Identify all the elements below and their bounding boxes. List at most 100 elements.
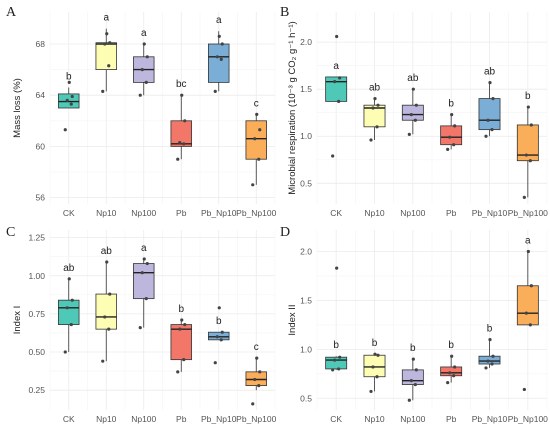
y-tick-label: 60 xyxy=(36,141,46,151)
data-point xyxy=(369,138,373,142)
data-point xyxy=(251,402,255,406)
data-point xyxy=(107,64,111,68)
data-point xyxy=(101,89,105,93)
data-point xyxy=(448,135,452,139)
significance-letter: b xyxy=(448,340,454,351)
box-np100 xyxy=(401,104,424,121)
data-point xyxy=(409,379,413,383)
data-point xyxy=(182,142,186,146)
box-np10 xyxy=(363,354,386,378)
y-tick-label: 68 xyxy=(36,39,46,49)
data-point xyxy=(409,112,413,117)
data-point xyxy=(524,311,528,315)
x-tick-label: Pb xyxy=(446,208,457,218)
y-tick-label: 1.0 xyxy=(300,131,312,141)
x-tick-label: Pb_Np10 xyxy=(472,414,508,424)
data-point xyxy=(144,297,148,301)
significance-letter: ab xyxy=(101,246,113,257)
data-point xyxy=(452,374,456,378)
data-point xyxy=(70,94,74,99)
data-point xyxy=(138,326,142,330)
data-point xyxy=(65,306,69,310)
x-tick-label: Np100 xyxy=(131,208,156,218)
data-point xyxy=(213,89,217,93)
significance-letter: b xyxy=(448,99,454,110)
x-tick-label: CK xyxy=(330,208,342,218)
data-point xyxy=(101,359,105,363)
data-point xyxy=(526,249,530,254)
x-tick-label: Np10 xyxy=(96,414,117,424)
significance-letter: a xyxy=(525,236,531,247)
box-ck xyxy=(325,76,348,102)
box-np10 xyxy=(95,293,117,330)
data-point xyxy=(524,153,528,157)
data-point xyxy=(142,42,146,46)
data-point xyxy=(176,370,180,374)
y-tick-label: 0.5 xyxy=(300,393,312,403)
data-point xyxy=(490,128,494,132)
y-axis-label: Index II xyxy=(287,304,298,335)
y-tick-label: 1.25 xyxy=(28,233,45,243)
box-pb xyxy=(440,366,463,377)
data-point xyxy=(491,96,495,101)
y-axis-label: Mass loss (%) xyxy=(12,78,23,138)
y-tick-label: 0.25 xyxy=(28,385,45,395)
data-point xyxy=(335,34,339,39)
data-point xyxy=(446,147,450,152)
data-point xyxy=(413,382,417,387)
box-pb xyxy=(170,324,192,361)
data-point xyxy=(522,195,526,200)
data-point xyxy=(253,137,257,141)
data-point xyxy=(528,159,532,163)
significance-letter: a xyxy=(141,243,147,254)
data-point xyxy=(453,124,457,128)
significance-letter: b xyxy=(178,304,184,315)
y-tick-label: 1.0 xyxy=(300,344,312,354)
data-point xyxy=(105,260,109,264)
data-point xyxy=(371,106,375,110)
data-point xyxy=(63,128,67,132)
x-tick-label: Np100 xyxy=(131,414,156,424)
data-point xyxy=(333,80,337,84)
data-point xyxy=(69,102,73,106)
data-point xyxy=(69,322,73,327)
data-point xyxy=(219,338,223,342)
data-point xyxy=(407,398,411,402)
significance-letter: b xyxy=(410,343,416,354)
significance-letter: b xyxy=(216,316,222,327)
data-point xyxy=(375,125,379,129)
data-point xyxy=(142,257,146,261)
data-point xyxy=(413,118,417,122)
significance-letter: ab xyxy=(369,83,381,94)
data-point xyxy=(183,322,187,327)
data-point xyxy=(140,271,144,275)
data-point xyxy=(335,266,339,270)
data-point xyxy=(178,327,182,331)
box-pb xyxy=(170,120,192,147)
data-point xyxy=(452,143,456,147)
data-point xyxy=(529,123,533,127)
data-point xyxy=(144,80,148,84)
y-tick-label: 2.0 xyxy=(300,37,312,47)
data-point xyxy=(450,112,454,117)
box-pb_np10 xyxy=(478,98,501,131)
significance-letter: ab xyxy=(484,67,496,78)
data-point xyxy=(526,105,530,109)
data-point xyxy=(176,157,180,161)
data-point xyxy=(180,93,184,97)
y-tick-label: 2.0 xyxy=(300,247,312,257)
data-point xyxy=(178,140,182,145)
x-tick-label: Np100 xyxy=(400,208,425,218)
data-point xyxy=(105,32,109,36)
data-point xyxy=(180,318,184,322)
data-point xyxy=(220,42,224,46)
data-point xyxy=(70,298,74,302)
data-point xyxy=(448,371,452,375)
data-point xyxy=(411,87,415,91)
data-point xyxy=(331,154,335,158)
data-point xyxy=(331,368,335,372)
data-point xyxy=(484,366,488,370)
data-point xyxy=(333,358,337,362)
data-point xyxy=(490,362,494,366)
data-point xyxy=(414,368,418,372)
